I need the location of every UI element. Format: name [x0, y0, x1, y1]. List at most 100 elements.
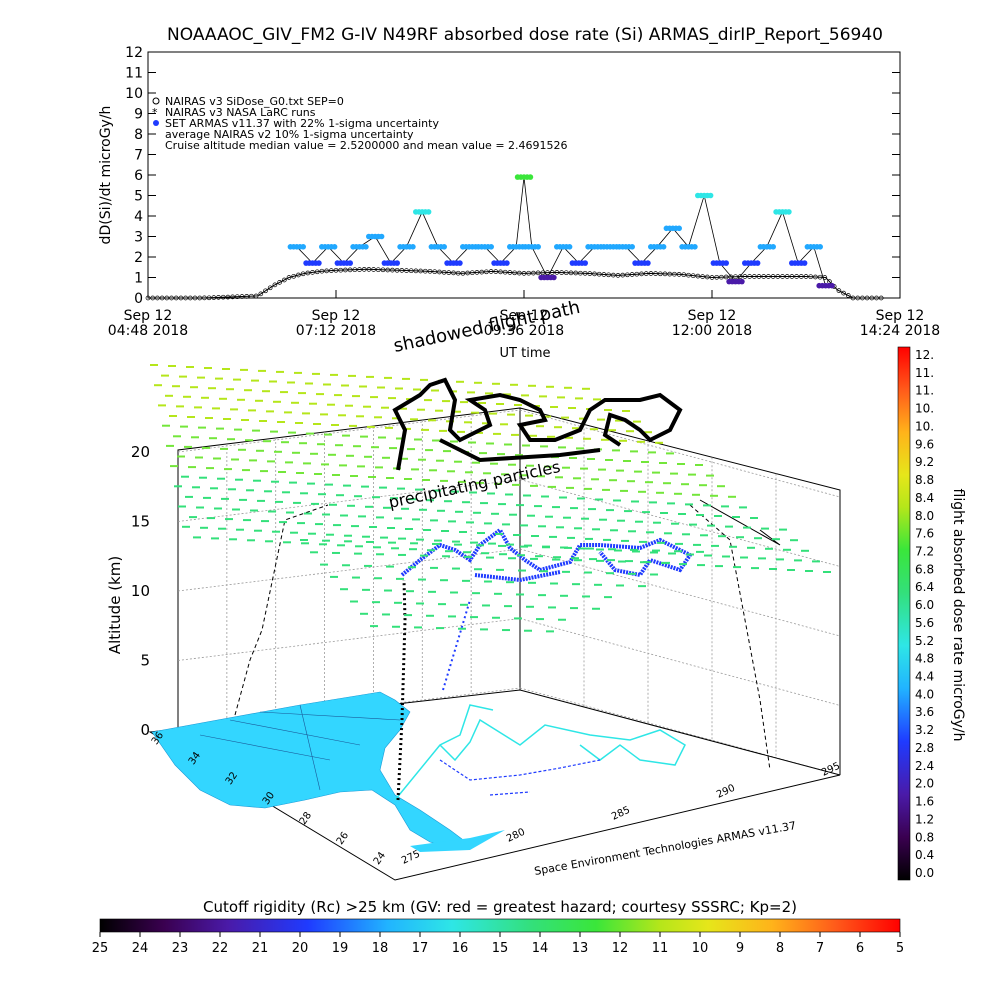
- nairas-point: [333, 267, 339, 273]
- latitude-tick-label: 26: [335, 830, 351, 847]
- nairas-point: [516, 270, 522, 276]
- longitude-tick-label: 285: [610, 805, 632, 823]
- nairas-point: [662, 271, 668, 277]
- nairas-point: [606, 272, 611, 278]
- nairas-point: [502, 269, 508, 275]
- legend-entry: NAIRAS v3 SiDose_G0.txt SEP=0: [165, 95, 344, 108]
- nairas-point: [305, 270, 311, 276]
- armas-point: [527, 174, 534, 180]
- x-tick-label-time: 09:36 2018: [484, 323, 564, 339]
- back-wall-gridline: [177, 548, 521, 592]
- nairas-point: [446, 270, 452, 275]
- nairas-point: [615, 273, 621, 278]
- nairas-point: [314, 269, 320, 275]
- nairas-point: [338, 267, 344, 273]
- vertical-flight-path-2: [442, 599, 471, 691]
- colorbar-gradient: [897, 346, 911, 881]
- colorbar-tick-label: 0.0: [915, 866, 934, 880]
- nairas-point: [657, 271, 663, 277]
- colorbar-tick-label: 4.8: [915, 652, 934, 666]
- armas-point: [441, 244, 448, 250]
- bottom-colorbar-tick-label: 11: [652, 941, 669, 956]
- armas-point: [770, 244, 776, 250]
- dose-rate-colorbar: 12. 11. 11. 10. 10. 9.6 9.2 8.8 8.4 8.0 7.6 7.2 6.8 6…: [897, 346, 966, 881]
- colorbar-tick-label: 4.0: [915, 687, 934, 701]
- nairas-point: [563, 270, 569, 276]
- bottom-colorbar-tick-label: 20: [292, 941, 309, 956]
- bottom-colorbar-tick-label: 15: [492, 941, 509, 956]
- armas-point: [660, 244, 667, 250]
- back-wall-gridline: [177, 618, 521, 661]
- y-axis-label: dD(Si)/dt microGy/h: [98, 106, 114, 245]
- nairas-point: [841, 290, 846, 296]
- armas-point: [504, 260, 510, 266]
- nairas-point: [808, 274, 814, 280]
- colorbar-ticks: 12. 11. 11. 10. 10. 9.6 9.2 8.8 8.4 8.0 7.6 7.2 6.8 6…: [915, 348, 934, 880]
- nairas-point: [667, 271, 673, 277]
- bottom-colorbar-tick-label: 18: [372, 941, 389, 956]
- nairas-point: [742, 274, 748, 279]
- bottom-colorbar-tick-label: 12: [612, 941, 629, 956]
- altitude-profile-right-2: [699, 499, 781, 546]
- x-tick-label-time: 12:00 2018: [672, 323, 752, 339]
- colorbar-tick-label: 4.4: [915, 670, 934, 684]
- bottom-colorbar-ticks: 25 24 23 22 21 20 19 18 17 16 15 14 13 12 11 10 9 8 7 6 5: [92, 932, 904, 956]
- nairas-point: [173, 295, 179, 301]
- nairas-point: [568, 270, 574, 276]
- armas-point: [300, 244, 307, 250]
- armas-point: [723, 260, 729, 266]
- right-wall-gridline: [519, 409, 841, 498]
- nairas-point: [258, 291, 264, 297]
- nairas-point: [512, 270, 517, 276]
- series-line-nairas: [148, 268, 885, 299]
- nairas-point: [211, 295, 217, 300]
- nairas-point: [653, 271, 658, 276]
- nairas-point: [192, 295, 198, 301]
- series-markers-nairas: [145, 267, 884, 301]
- nairas-point: [587, 271, 593, 276]
- nairas-point: [850, 295, 856, 301]
- nairas-point: [408, 268, 414, 274]
- nairas-point: [686, 272, 691, 278]
- annotation-precipitating-particles: precipitating particles: [387, 457, 562, 512]
- nairas-point: [465, 270, 470, 276]
- nairas-point: [573, 270, 579, 276]
- nairas-point: [239, 294, 245, 299]
- nairas-point: [690, 273, 696, 279]
- colorbar-tick-label: 0.4: [915, 848, 934, 862]
- nairas-point: [286, 275, 292, 280]
- x-tick-label-time: 14:24 2018: [860, 323, 940, 339]
- latitude-tick-label: 28: [298, 810, 314, 827]
- longitude-tick-label: 295: [820, 761, 842, 779]
- right-wall-frame: [519, 407, 841, 775]
- cutoff-rigidity-colorbar: Cutoff rigidity (Rc) >25 km (GV: red = g…: [92, 898, 904, 956]
- nairas-point: [625, 272, 630, 278]
- nairas-point: [484, 269, 489, 275]
- right-wall-gridline: [519, 618, 841, 706]
- armas-point: [754, 260, 761, 266]
- armas-point: [363, 244, 369, 250]
- legend-marker: [152, 97, 160, 105]
- nairas-point: [488, 269, 494, 274]
- bottom-colorbar-tick-label: 5: [896, 941, 904, 956]
- nairas-point: [380, 267, 386, 273]
- nairas-point: [813, 274, 818, 280]
- nairas-point: [479, 269, 485, 275]
- nairas-point: [437, 269, 442, 275]
- bottom-colorbar-tick-label: 7: [816, 941, 824, 956]
- nairas-point: [798, 274, 804, 279]
- nairas-point: [639, 271, 644, 277]
- bottom-colorbar-tick-label: 9: [736, 941, 744, 956]
- latitude-tick-label: 24: [372, 850, 388, 867]
- nairas-point: [150, 295, 156, 301]
- nairas-point: [324, 268, 329, 274]
- nairas-point: [343, 267, 348, 273]
- nairas-point: [220, 294, 226, 300]
- nairas-point: [441, 269, 447, 275]
- armas-point: [801, 260, 808, 266]
- bottom-colorbar-tick-label: 6: [856, 941, 864, 956]
- nairas-point: [451, 270, 456, 276]
- back-wall-gridline: [177, 479, 521, 522]
